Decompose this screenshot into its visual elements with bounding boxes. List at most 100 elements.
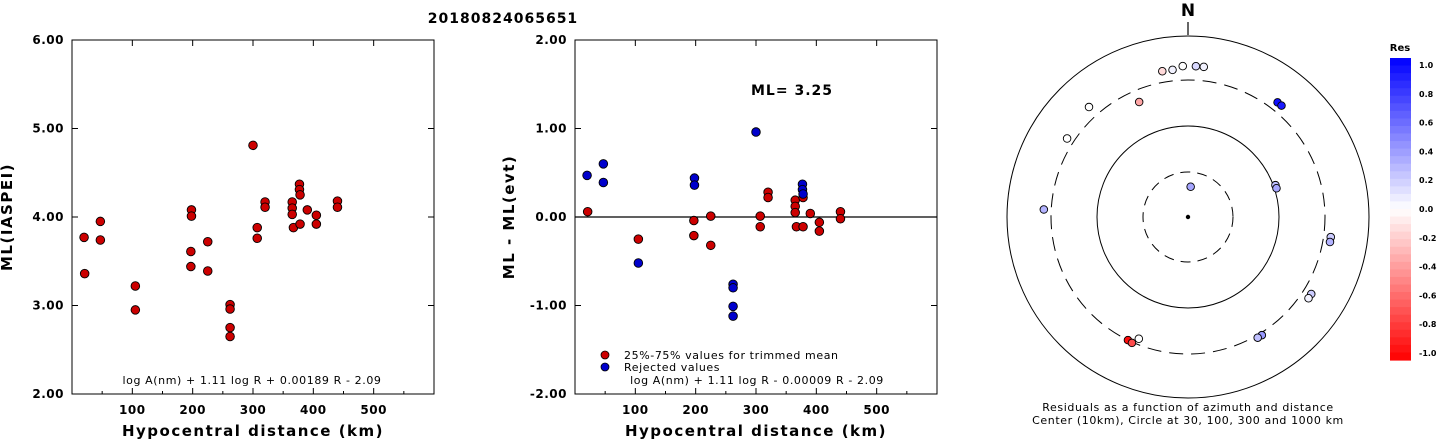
middle-ytick-label: 2.00 <box>535 33 567 47</box>
middle-xtick-label: 200 <box>682 403 709 417</box>
colorbar-cell <box>1390 352 1411 361</box>
middle-point <box>689 215 699 226</box>
polar-point <box>1304 294 1313 303</box>
colorbar-cell <box>1390 239 1411 248</box>
colorbar-cell <box>1390 209 1411 218</box>
middle-points <box>582 127 846 321</box>
left-point <box>186 211 197 221</box>
colorbar-label: -0.2 <box>1419 234 1437 243</box>
middle-point <box>633 234 644 244</box>
middle-ylabel: ML - ML(evt) <box>500 155 518 279</box>
legend-red-label: 25%-75% values for trimmed mean <box>624 349 839 362</box>
colorbar-cell <box>1390 88 1411 97</box>
polar-plot: N Residuals as a function of azimuth and… <box>1006 1 1370 427</box>
colorbar-cell <box>1390 307 1411 316</box>
colorbar: Res 1.0 0.8 0.6 0.4 0.2 0.0 -0.2 -0.4 -0.6 -0.8 -1… <box>1390 43 1437 361</box>
left-point <box>186 261 196 272</box>
left-point <box>95 235 106 245</box>
colorbar-cell <box>1390 231 1411 240</box>
middle-point <box>798 221 808 232</box>
left-point <box>295 190 305 200</box>
left-formula: log A(nm) + 1.11 log R + 0.00189 R - 2.0… <box>122 374 381 387</box>
left-xtick-label: 200 <box>179 403 206 417</box>
colorbar-cell <box>1390 292 1411 301</box>
polar-point <box>1178 61 1187 71</box>
left-point <box>225 304 235 314</box>
colorbar-labels: 1.0 0.8 0.6 0.4 0.2 0.0 -0.2 -0.4 -0.6 -0.8 -1.0 <box>1419 61 1437 358</box>
left-ytick-label: 2.00 <box>32 387 64 401</box>
polar-point <box>1127 338 1137 348</box>
left-point <box>202 237 213 247</box>
colorbar-cell <box>1390 201 1411 210</box>
middle-xtick-label: 400 <box>803 403 830 417</box>
polar-point <box>1186 182 1195 191</box>
colorbar-label: -0.4 <box>1419 263 1437 272</box>
left-ticks: 100 200 300 400 500 2.00 3.00 4.00 5.00 6.00 <box>32 33 434 417</box>
left-ytick-label: 4.00 <box>32 210 64 224</box>
left-xtick-label: 500 <box>360 403 387 417</box>
colorbar-cell <box>1390 163 1411 172</box>
middle-point <box>689 230 699 241</box>
polar-points <box>1039 61 1336 348</box>
middle-plot: 100 200 300 400 500 -2.00 -1.00 0.00 1.00 2.00 ML… <box>500 33 938 440</box>
left-point <box>186 246 196 257</box>
left-point <box>302 205 313 215</box>
left-point <box>130 305 141 315</box>
left-points <box>79 140 343 342</box>
middle-point <box>790 207 800 218</box>
polar-point <box>1062 134 1072 143</box>
legend-blue-label: Rejected values <box>624 361 720 374</box>
ring-300km <box>1050 79 1326 355</box>
middle-ytick-label: -2.00 <box>530 387 567 401</box>
middle-point <box>814 226 825 236</box>
left-point <box>295 219 305 229</box>
left-point <box>79 232 89 243</box>
left-point <box>248 140 258 151</box>
polar-point <box>1325 237 1335 247</box>
middle-point <box>728 301 738 312</box>
colorbar-cell <box>1390 118 1411 127</box>
middle-point <box>751 127 761 137</box>
colorbar-cell <box>1390 269 1411 278</box>
middle-formula: log A(nm) + 1.11 log R - 0.00009 R - 2.0… <box>630 374 884 387</box>
colorbar-cell <box>1390 261 1411 270</box>
colorbar-label: 0.0 <box>1419 205 1434 214</box>
left-point <box>225 331 235 342</box>
left-point <box>95 216 106 227</box>
colorbar-cell <box>1390 193 1411 203</box>
colorbar-cell <box>1390 95 1411 104</box>
ml-label: ML= 3.25 <box>751 83 833 99</box>
colorbar-cell <box>1390 186 1411 195</box>
left-xtick-label: 300 <box>240 403 267 417</box>
middle-point <box>598 159 609 169</box>
colorbar-cell <box>1390 344 1411 354</box>
colorbar-label: -0.8 <box>1419 320 1437 329</box>
colorbar-cell <box>1390 178 1411 187</box>
legend-blue-marker <box>600 362 610 372</box>
colorbar-cell <box>1390 276 1411 286</box>
ring-100km <box>1096 125 1280 309</box>
left-point <box>260 202 270 213</box>
left-point <box>332 202 343 213</box>
middle-point <box>689 180 700 190</box>
left-xlabel: Hypocentral distance (km) <box>122 422 384 440</box>
colorbar-cell <box>1390 141 1411 150</box>
ring-30km <box>1142 171 1234 263</box>
polar-caption-line2: Center (10km), Circle at 30, 100, 300 an… <box>1032 414 1344 427</box>
left-ytick-label: 5.00 <box>32 122 64 136</box>
colorbar-cells <box>1390 58 1411 361</box>
colorbar-cell <box>1390 216 1411 225</box>
colorbar-cell <box>1390 103 1411 112</box>
colorbar-cell <box>1390 329 1411 338</box>
polar-point <box>1039 205 1049 214</box>
middle-point <box>582 170 592 181</box>
left-xtick-label: 100 <box>119 403 146 417</box>
polar-point <box>1134 334 1144 344</box>
left-plot: 100 200 300 400 500 2.00 3.00 4.00 5.00 6.00 log … <box>0 33 435 440</box>
colorbar-label: 1.0 <box>1419 61 1434 70</box>
colorbar-cell <box>1390 284 1411 293</box>
left-ylabel: ML(IASPEI) <box>0 163 16 271</box>
colorbar-cell <box>1390 246 1411 255</box>
left-xtick-label: 400 <box>300 403 327 417</box>
polar-point <box>1134 97 1144 107</box>
